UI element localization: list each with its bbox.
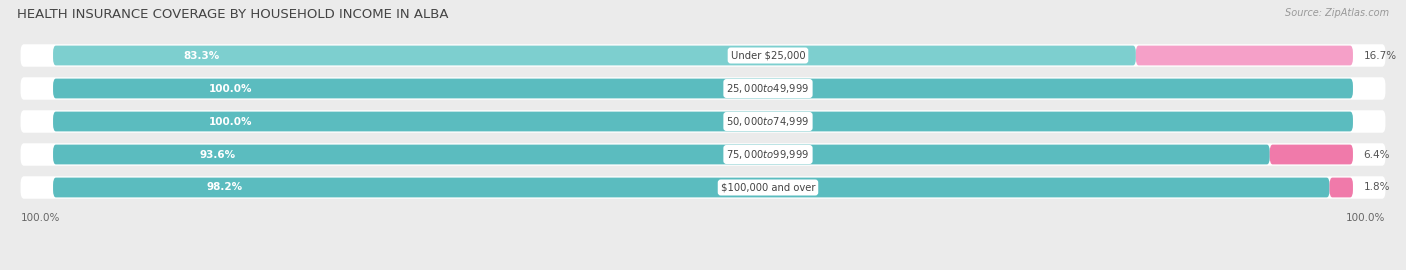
FancyBboxPatch shape	[1136, 46, 1353, 65]
FancyBboxPatch shape	[53, 112, 1353, 131]
FancyBboxPatch shape	[53, 145, 1270, 164]
Text: Under $25,000: Under $25,000	[731, 50, 806, 60]
Text: 100.0%: 100.0%	[21, 213, 60, 223]
Text: $100,000 and over: $100,000 and over	[721, 183, 815, 193]
FancyBboxPatch shape	[21, 110, 1385, 133]
Text: 83.3%: 83.3%	[183, 50, 219, 60]
FancyBboxPatch shape	[53, 178, 1330, 197]
Text: 1.8%: 1.8%	[1364, 183, 1391, 193]
FancyBboxPatch shape	[1270, 145, 1353, 164]
FancyBboxPatch shape	[53, 46, 1136, 65]
Text: $75,000 to $99,999: $75,000 to $99,999	[727, 148, 810, 161]
Text: 6.4%: 6.4%	[1364, 150, 1391, 160]
Text: Source: ZipAtlas.com: Source: ZipAtlas.com	[1285, 8, 1389, 18]
FancyBboxPatch shape	[21, 143, 1385, 166]
Text: HEALTH INSURANCE COVERAGE BY HOUSEHOLD INCOME IN ALBA: HEALTH INSURANCE COVERAGE BY HOUSEHOLD I…	[17, 8, 449, 21]
FancyBboxPatch shape	[21, 44, 1385, 67]
Text: 100.0%: 100.0%	[209, 116, 253, 127]
Text: 100.0%: 100.0%	[1346, 213, 1385, 223]
Text: $50,000 to $74,999: $50,000 to $74,999	[727, 115, 810, 128]
Text: $25,000 to $49,999: $25,000 to $49,999	[727, 82, 810, 95]
Text: 93.6%: 93.6%	[200, 150, 235, 160]
Text: 16.7%: 16.7%	[1364, 50, 1396, 60]
FancyBboxPatch shape	[21, 77, 1385, 100]
Text: 98.2%: 98.2%	[207, 183, 242, 193]
FancyBboxPatch shape	[1330, 178, 1353, 197]
FancyBboxPatch shape	[53, 79, 1353, 98]
FancyBboxPatch shape	[21, 176, 1385, 199]
Text: 100.0%: 100.0%	[209, 83, 253, 93]
